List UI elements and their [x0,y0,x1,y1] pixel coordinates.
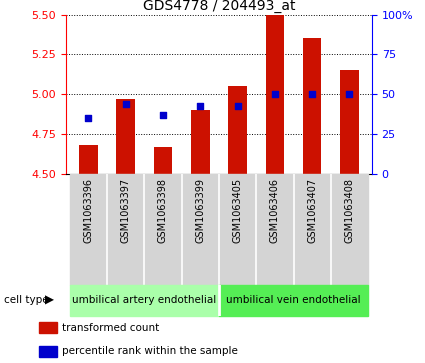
Point [197,103,204,109]
Bar [39,322,57,333]
Text: GSM1063396: GSM1063396 [83,178,93,242]
Bar [144,174,181,285]
Point [272,91,278,97]
Bar [294,174,331,285]
Bar [70,174,107,285]
Text: transformed count: transformed count [62,323,160,333]
Point [85,115,92,121]
Title: GDS4778 / 204493_at: GDS4778 / 204493_at [143,0,295,13]
Bar [219,174,256,285]
Text: GSM1063398: GSM1063398 [158,178,168,242]
Text: GSM1063397: GSM1063397 [121,178,130,243]
Text: cell type: cell type [4,295,49,305]
Bar [303,38,321,174]
Bar [219,285,368,316]
Bar [340,70,359,174]
Bar [79,146,98,174]
Point [346,91,353,97]
Text: umbilical artery endothelial: umbilical artery endothelial [72,295,216,305]
Bar [39,346,57,357]
Bar [181,174,219,285]
Bar [266,15,284,174]
Bar [107,174,144,285]
Text: GSM1063399: GSM1063399 [195,178,205,242]
Bar [191,110,210,174]
Text: GSM1063405: GSM1063405 [232,178,243,243]
Point [234,103,241,109]
Text: GSM1063407: GSM1063407 [307,178,317,243]
Bar [331,174,368,285]
Bar [256,174,294,285]
Text: percentile rank within the sample: percentile rank within the sample [62,346,238,356]
Text: umbilical vein endothelial: umbilical vein endothelial [226,295,361,305]
Bar [153,147,172,174]
Text: GSM1063408: GSM1063408 [345,178,354,242]
Point [122,101,129,107]
Bar [116,99,135,174]
Text: ▶: ▶ [45,294,54,307]
Point [309,91,316,97]
Bar [70,285,219,316]
Point [159,112,166,118]
Bar [228,86,247,174]
Text: GSM1063406: GSM1063406 [270,178,280,242]
